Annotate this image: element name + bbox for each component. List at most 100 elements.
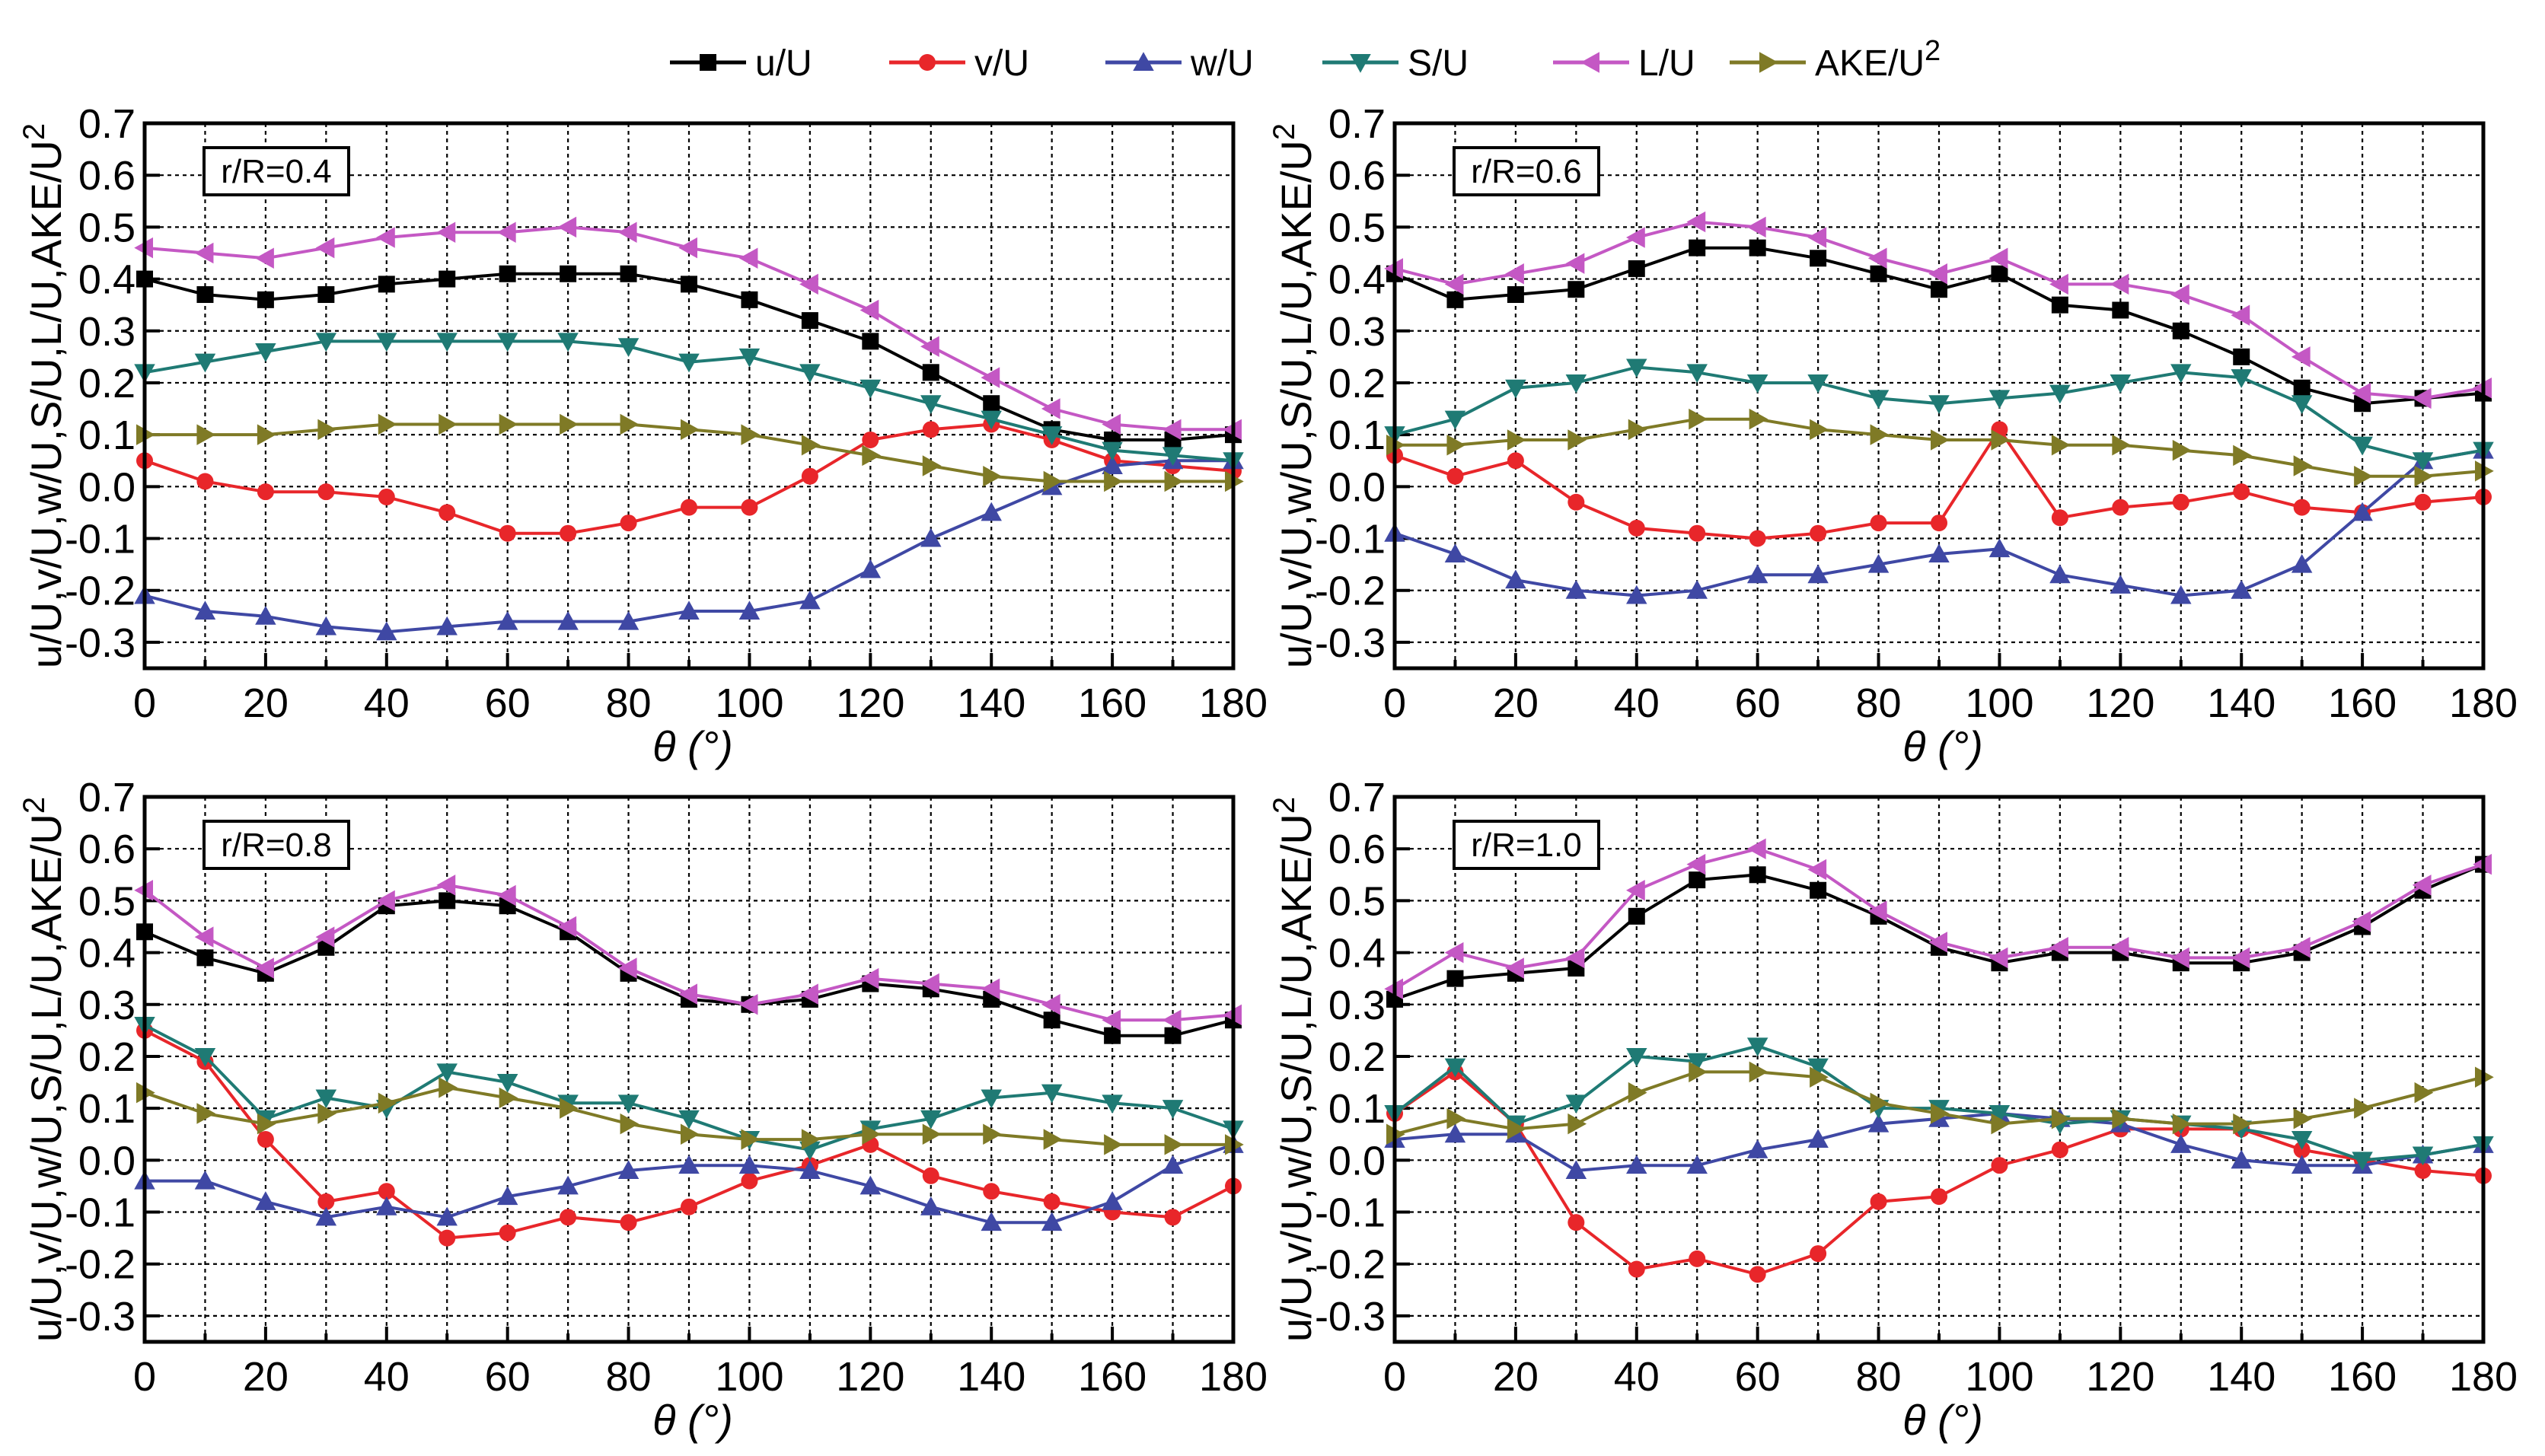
data-point [1931,1188,1947,1206]
data-point [560,1098,579,1119]
y-tick-label: 0.6 [1328,153,1386,199]
legend-marker-w-u [1133,52,1154,71]
data-point [2352,382,2371,404]
data-point [1867,900,1887,922]
legend-item-v-u: v/U [889,43,1029,84]
data-point [2051,1108,2071,1129]
data-point [2170,1134,2192,1153]
y-tick-label: 0.1 [1328,1086,1386,1132]
data-point [981,367,1000,388]
data-point [196,473,214,490]
data-point [1505,379,1526,399]
x-tick-label: 60 [485,1354,531,1400]
data-point [1807,374,1829,393]
data-point [317,483,335,501]
data-point [1867,553,1890,573]
x-tick-label: 100 [715,680,783,726]
y-axis-title-superscript: 2 [18,123,51,140]
series-ake-u2 [136,413,1244,492]
data-point [1162,447,1184,467]
data-point [617,610,639,630]
data-point [1931,429,1950,451]
data-point [2414,465,2434,487]
data-point [1162,1009,1182,1031]
data-point [741,291,758,308]
y-tick-label: -0.3 [1315,620,1386,666]
data-point [560,524,577,542]
x-tick-label: 20 [1493,1354,1539,1400]
data-point [981,502,1002,521]
plot-area [145,123,1233,668]
legend-marker-s-u [1350,54,1371,73]
data-point [1568,281,1585,298]
x-tick-label: 180 [1199,680,1268,726]
x-tick-label: 100 [1965,1354,2033,1400]
data-point [439,504,456,521]
y-tick-label: 0.6 [78,153,136,199]
data-point [2049,384,2071,404]
plot-frame [1392,121,2486,671]
data-point [1749,1266,1766,1283]
data-point [1686,1053,1708,1072]
y-tick-label: -0.1 [1315,1190,1386,1236]
data-point [1686,364,1708,384]
data-point [738,1155,761,1174]
data-point [1689,408,1708,430]
data-point [499,524,516,542]
series-ake-u2 [1386,408,2494,487]
data-point [1507,286,1524,304]
data-point [376,1196,397,1215]
plot-frame [1392,795,2486,1344]
data-point [2231,579,2252,599]
data-point [2231,369,2252,388]
data-point [681,1123,700,1145]
data-point [2293,455,2313,476]
data-point [1867,247,1887,269]
data-point [1626,585,1647,604]
data-point [2231,304,2250,327]
data-point [1810,250,1827,267]
data-point [1104,1027,1121,1044]
data-point [1991,429,2011,451]
data-point [1505,957,1524,979]
data-point [1689,1250,1706,1267]
data-point [1628,519,1645,537]
data-point [862,444,882,467]
data-point [2233,1113,2252,1135]
data-point [1164,1027,1182,1044]
legend-item-u-u: u/U [670,43,812,84]
data-point [1444,941,1464,964]
data-point [2414,493,2432,511]
data-point [1446,1108,1466,1129]
x-tick-label: 160 [1078,680,1147,726]
data-point [1870,265,1887,282]
data-point [1104,1134,1123,1155]
y-axis-title: u/U,v/U,w/U,S/U,L/U,AKE/U2 [1268,123,1320,668]
x-tick-label: 60 [1735,680,1781,726]
x-tick-label: 120 [2086,1354,2154,1400]
data-point [2051,296,2068,314]
x-tick-label: 120 [2086,680,2154,726]
data-point [376,890,395,912]
x-tick-label: 140 [957,1354,1025,1400]
x-tick-label: 40 [364,1354,410,1400]
data-point [620,515,637,532]
data-point [738,247,758,269]
data-point [1749,530,1766,547]
data-point [378,276,395,293]
data-point [1102,441,1123,461]
data-point [801,435,821,456]
data-point [862,431,879,448]
x-tick-label: 180 [2449,1354,2518,1400]
data-point [436,221,456,243]
data-point [2412,1146,2434,1166]
plot-frame [142,795,1236,1344]
data-point [255,343,276,362]
data-point [1568,1113,1587,1135]
x-tick-label: 60 [485,680,531,726]
data-point [2352,502,2373,521]
data-point [2412,387,2432,409]
data-point [378,1092,397,1114]
plot-area [1395,797,2483,1342]
data-point [1565,374,1587,393]
